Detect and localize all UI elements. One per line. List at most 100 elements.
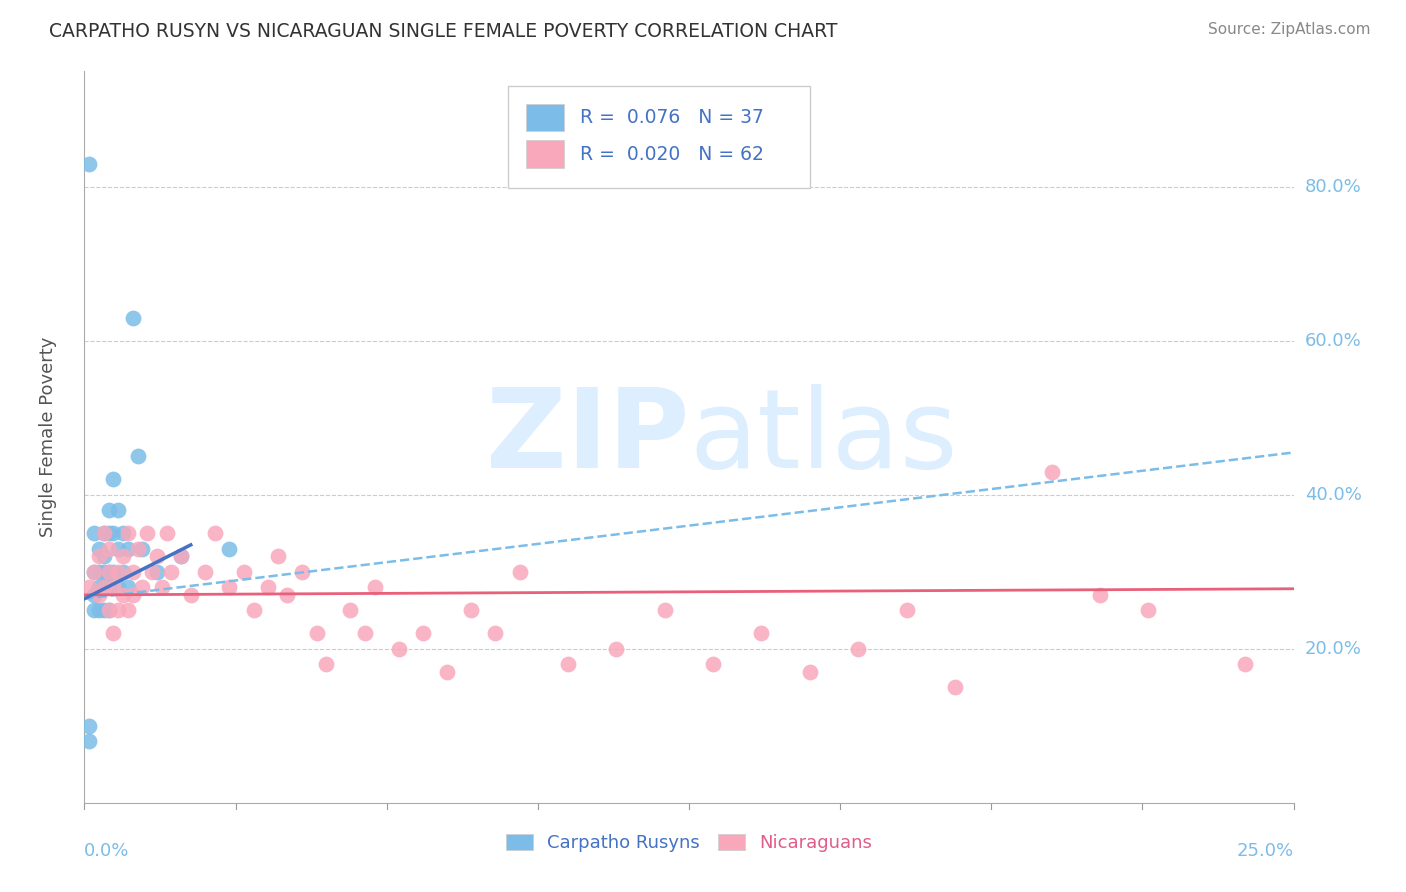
Point [87, 549, 110, 564]
Point [121, 565, 143, 579]
Point [204, 526, 226, 541]
Point [97, 603, 120, 617]
Point [97, 565, 120, 579]
Point [131, 580, 153, 594]
Point [117, 526, 139, 541]
Point [194, 565, 217, 579]
Bar [526, 103, 564, 131]
Point [267, 549, 290, 564]
Point [242, 603, 264, 617]
Point [83, 588, 105, 602]
Point [943, 681, 966, 695]
Point [363, 580, 385, 594]
Point [218, 580, 240, 594]
Point [121, 588, 143, 602]
Point [107, 541, 129, 556]
Point [107, 580, 129, 594]
Text: Source: ZipAtlas.com: Source: ZipAtlas.com [1208, 22, 1371, 37]
Point [702, 657, 724, 672]
Point [93, 549, 115, 564]
Point [87, 580, 110, 594]
Text: 40.0%: 40.0% [1305, 486, 1361, 504]
Point [509, 565, 531, 579]
Point [436, 665, 458, 679]
Point [1040, 465, 1063, 479]
Point [112, 565, 135, 579]
Point [127, 541, 149, 556]
Point [339, 603, 361, 617]
Point [127, 450, 149, 464]
Point [460, 603, 482, 617]
Point [97, 503, 120, 517]
Point [484, 626, 506, 640]
Point [83, 565, 105, 579]
Point [112, 549, 135, 564]
Point [354, 626, 377, 640]
Point [87, 588, 110, 602]
Point [276, 588, 298, 602]
Point [87, 603, 110, 617]
Point [150, 580, 173, 594]
Text: ZIP: ZIP [485, 384, 689, 491]
Point [93, 526, 115, 541]
Point [93, 565, 115, 579]
Text: 60.0%: 60.0% [1305, 332, 1361, 350]
Point [112, 526, 135, 541]
Point [77, 157, 100, 171]
Point [1234, 657, 1257, 672]
Point [846, 641, 869, 656]
Point [87, 565, 110, 579]
Point [412, 626, 434, 640]
Text: R =  0.076   N = 37: R = 0.076 N = 37 [581, 108, 763, 127]
FancyBboxPatch shape [508, 86, 810, 188]
Point [388, 641, 411, 656]
Point [1088, 588, 1111, 602]
Point [107, 603, 129, 617]
Point [97, 526, 120, 541]
Point [103, 580, 125, 594]
Point [107, 503, 129, 517]
Point [87, 541, 110, 556]
Point [93, 603, 115, 617]
Point [103, 626, 125, 640]
Point [896, 603, 918, 617]
Point [131, 541, 153, 556]
Text: 25.0%: 25.0% [1236, 842, 1294, 860]
Point [160, 565, 183, 579]
Point [117, 541, 139, 556]
Point [93, 580, 115, 594]
Text: atlas: atlas [689, 384, 957, 491]
Point [751, 626, 773, 640]
Point [315, 657, 337, 672]
Point [117, 580, 139, 594]
Point [97, 580, 120, 594]
Point [146, 565, 169, 579]
Point [83, 565, 105, 579]
Point [233, 565, 256, 579]
Legend: Carpatho Rusyns, Nicaraguans: Carpatho Rusyns, Nicaraguans [498, 827, 880, 860]
Point [77, 580, 100, 594]
Point [305, 626, 328, 640]
Point [103, 565, 125, 579]
Point [83, 603, 105, 617]
Point [93, 526, 115, 541]
Point [799, 665, 821, 679]
Point [170, 549, 193, 564]
Point [136, 526, 159, 541]
Text: Single Female Poverty: Single Female Poverty [39, 337, 58, 537]
Point [557, 657, 579, 672]
Point [97, 541, 120, 556]
Point [155, 526, 177, 541]
Point [121, 310, 143, 325]
Text: 20.0%: 20.0% [1305, 640, 1361, 657]
Text: R =  0.020   N = 62: R = 0.020 N = 62 [581, 145, 763, 163]
Point [654, 603, 676, 617]
Text: CARPATHO RUSYN VS NICARAGUAN SINGLE FEMALE POVERTY CORRELATION CHART: CARPATHO RUSYN VS NICARAGUAN SINGLE FEMA… [49, 22, 838, 41]
Text: 80.0%: 80.0% [1305, 178, 1361, 196]
Point [103, 472, 125, 486]
Point [257, 580, 280, 594]
Point [170, 549, 193, 564]
Point [77, 719, 100, 733]
Text: 0.0%: 0.0% [84, 842, 129, 860]
Bar [526, 140, 564, 168]
